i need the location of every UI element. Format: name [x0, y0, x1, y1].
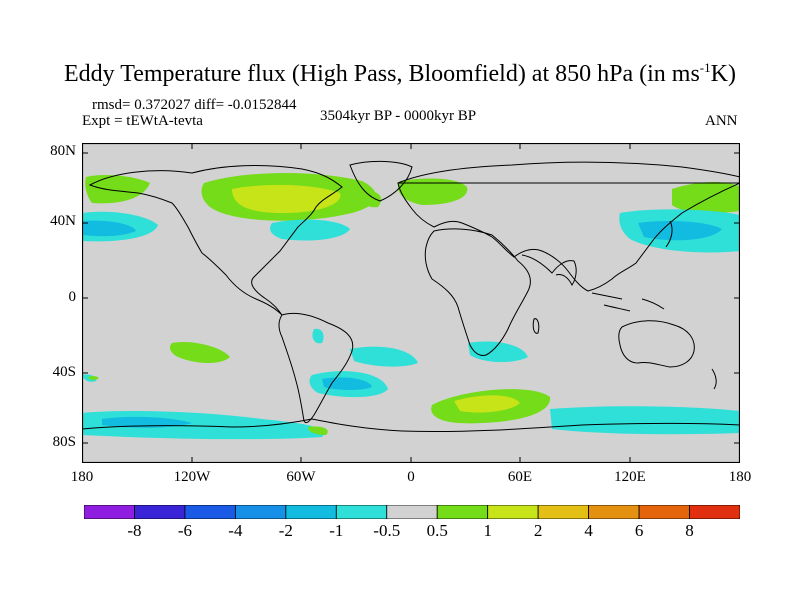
y-tick-label: 80S [52, 434, 76, 450]
x-tick-label: 120E [614, 469, 646, 485]
y-tick-label: 40N [50, 213, 76, 229]
colorbar-swatch [689, 505, 740, 519]
colorbar-swatch [134, 505, 186, 519]
anomaly-region [312, 328, 324, 344]
colorbar-label: -0.5 [373, 521, 401, 540]
anomaly-region [468, 341, 528, 363]
north-america-coast [88, 165, 343, 316]
colorbar-label: -8 [127, 521, 142, 540]
anomaly-region [82, 220, 136, 237]
y-tick-label: 40S [52, 364, 76, 380]
coastlines [82, 160, 740, 433]
tick-marks [82, 143, 740, 463]
chart-title: Eddy Temperature flux (High Pass, Bloomf… [64, 60, 736, 87]
greenland-coast [349, 160, 413, 202]
colorbar-swatch [285, 505, 337, 519]
anomaly-region [270, 219, 350, 241]
colorbar-label: 6 [634, 521, 644, 540]
x-tick-label: 60W [286, 469, 316, 485]
anomaly-region [622, 212, 638, 219]
x-tick-label: 180 [70, 469, 94, 485]
colorbar-label: -2 [278, 521, 293, 540]
season-label: ANN [705, 113, 738, 129]
anomaly-region [361, 190, 382, 208]
colorbar-swatch [335, 505, 388, 519]
new-zealand-coast [711, 368, 717, 390]
anomaly-region [638, 221, 722, 241]
australia-coast [618, 320, 695, 368]
anomaly-region [398, 178, 468, 205]
anomaly-region [88, 376, 99, 380]
x-tick-label: 0 [407, 469, 415, 485]
x-tick-label: 120W [173, 469, 211, 485]
colorbar [84, 505, 740, 519]
x-tick-label: 60E [507, 469, 533, 485]
colorbar-swatch [436, 505, 489, 519]
experiment-label: Expt = tEWtA-tevta [82, 113, 203, 129]
colorbar-swatch [638, 505, 690, 519]
colorbar-label: -1 [329, 521, 344, 540]
map-plot [82, 143, 740, 463]
colorbar-swatch [487, 505, 539, 519]
y-tick-label: 0 [68, 289, 77, 305]
africa-coast [424, 228, 531, 356]
colorbar-swatch [588, 505, 640, 519]
madagascar-coast [532, 318, 540, 334]
japan-coast [665, 220, 673, 248]
colorbar-swatch [184, 505, 236, 519]
anomaly-region [308, 426, 328, 435]
colorbar-swatch [234, 505, 287, 519]
anomaly-region [550, 406, 740, 435]
colorbar-label: 1 [483, 521, 492, 540]
south-america-coast [278, 312, 354, 424]
colorbar-label: 0.5 [426, 521, 448, 540]
colorbar-label: -4 [228, 521, 243, 540]
south-asia-coast [521, 254, 577, 286]
anomaly-region [454, 395, 520, 413]
anomaly-region [350, 346, 418, 367]
colorbar-label: 8 [685, 521, 694, 540]
stats-label: rmsd= 0.372027 diff= -0.0152844 [92, 97, 297, 113]
y-tick-label: 80N [50, 143, 76, 159]
colorbar-label: 2 [533, 521, 543, 540]
colorbar-label: 4 [584, 521, 593, 540]
x-tick-label: 180 [728, 469, 752, 485]
colorbar-label: -6 [177, 521, 192, 540]
period-label: 3504kyr BP - 0000kyr BP [320, 108, 477, 124]
indonesia-coast [591, 292, 665, 312]
anomaly-region [85, 175, 150, 204]
antarctica-coast [82, 418, 740, 433]
anomaly-region [170, 341, 230, 363]
eurasia-coast [397, 161, 740, 292]
colorbar-swatch [386, 505, 438, 519]
anomaly-region [672, 182, 740, 213]
anomaly-region [232, 184, 341, 213]
colorbar-swatch [537, 505, 590, 519]
colorbar-swatch [84, 505, 135, 519]
